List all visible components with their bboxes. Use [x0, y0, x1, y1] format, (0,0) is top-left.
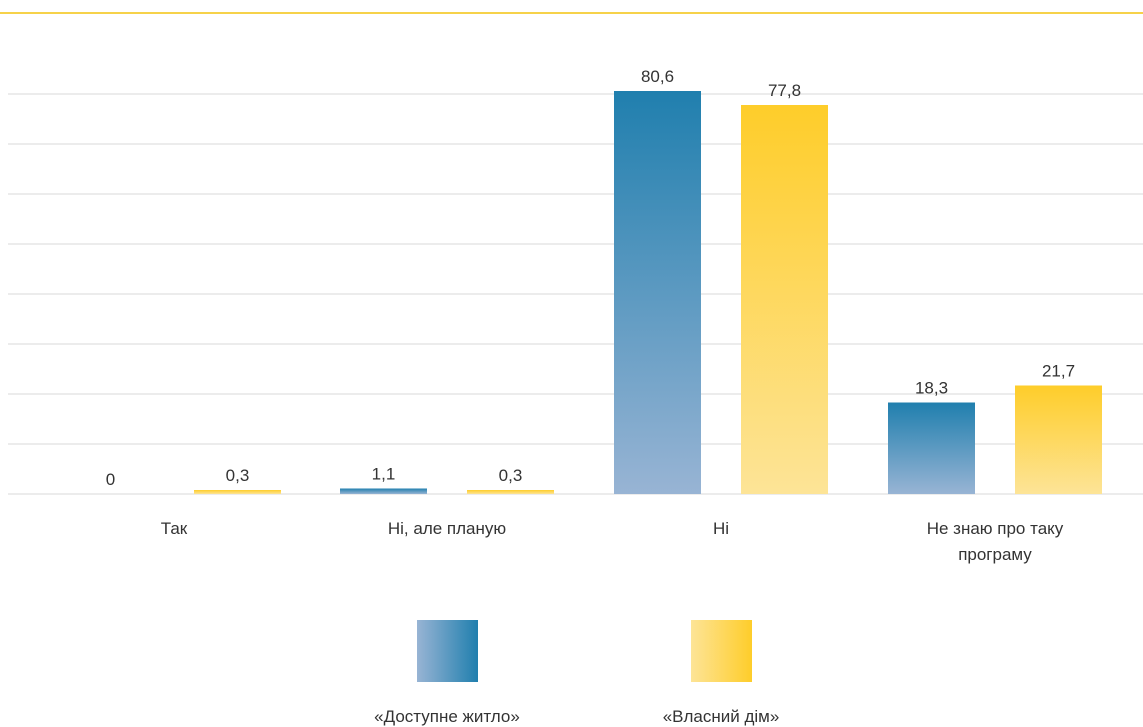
- data-label: 80,6: [641, 67, 674, 86]
- x-tick-label: Так: [161, 519, 188, 538]
- x-tick-label-line: Ні: [713, 519, 729, 538]
- x-axis-tick-labels: Так Ні, але планую Ні Не знаю про таку прогр…: [161, 519, 1064, 564]
- x-tick-label: Ні: [713, 519, 729, 538]
- legend-item-dostupne-zhytlo: «Доступне житло»: [327, 620, 567, 726]
- x-tick-label-line: програму: [958, 545, 1032, 564]
- x-tick-label: Не знаю про таку програму: [927, 519, 1064, 564]
- legend-item-vlasnyi-dim: «Власний дім»: [601, 620, 841, 726]
- data-label: 77,8: [768, 81, 801, 100]
- bar-series-0-category-2: [614, 91, 701, 494]
- top-accent-line: [0, 12, 1143, 14]
- bars: [194, 91, 1102, 494]
- bar-series-1-category-1: [467, 490, 554, 494]
- data-label: 0,3: [499, 466, 523, 485]
- bar-series-1-category-0: [194, 490, 281, 494]
- bar-series-1-category-2: [741, 105, 828, 494]
- legend-swatch-yellow: [691, 620, 752, 682]
- bar-series-0-category-1: [340, 488, 427, 494]
- data-label: 21,7: [1042, 362, 1075, 381]
- legend-swatch-blue: [417, 620, 478, 682]
- data-label: 0: [106, 470, 115, 489]
- x-tick-label-line: Так: [161, 519, 188, 538]
- data-label: 18,3: [915, 379, 948, 398]
- data-label: 0,3: [226, 466, 250, 485]
- bar-series-1-category-3: [1015, 385, 1102, 494]
- data-labels: 0 1,1 80,6 18,3 0,3 0,3 77,8 21,7: [106, 67, 1075, 489]
- legend-label: «Доступне житло»: [374, 707, 520, 726]
- data-label: 1,1: [372, 465, 396, 484]
- bar-series-0-category-3: [888, 402, 975, 494]
- x-tick-label: Ні, але планую: [388, 519, 507, 538]
- x-tick-label-line: Ні, але планую: [388, 519, 507, 538]
- legend-label: «Власний дім»: [662, 707, 780, 726]
- x-tick-label-line: Не знаю про таку: [927, 519, 1064, 538]
